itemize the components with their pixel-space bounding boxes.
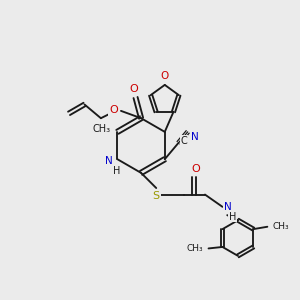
Text: CH₃: CH₃ bbox=[93, 124, 111, 134]
Text: N: N bbox=[224, 202, 231, 212]
Text: O: O bbox=[129, 84, 138, 94]
Text: C: C bbox=[181, 136, 188, 146]
Text: N: N bbox=[106, 156, 113, 166]
Text: H: H bbox=[229, 212, 236, 222]
Text: O: O bbox=[191, 164, 200, 174]
Text: CH₃: CH₃ bbox=[187, 244, 203, 253]
Text: H: H bbox=[113, 166, 121, 176]
Text: O: O bbox=[109, 105, 118, 115]
Text: O: O bbox=[160, 71, 168, 81]
Text: N: N bbox=[191, 132, 199, 142]
Text: CH₃: CH₃ bbox=[273, 222, 289, 231]
Text: S: S bbox=[153, 191, 160, 201]
